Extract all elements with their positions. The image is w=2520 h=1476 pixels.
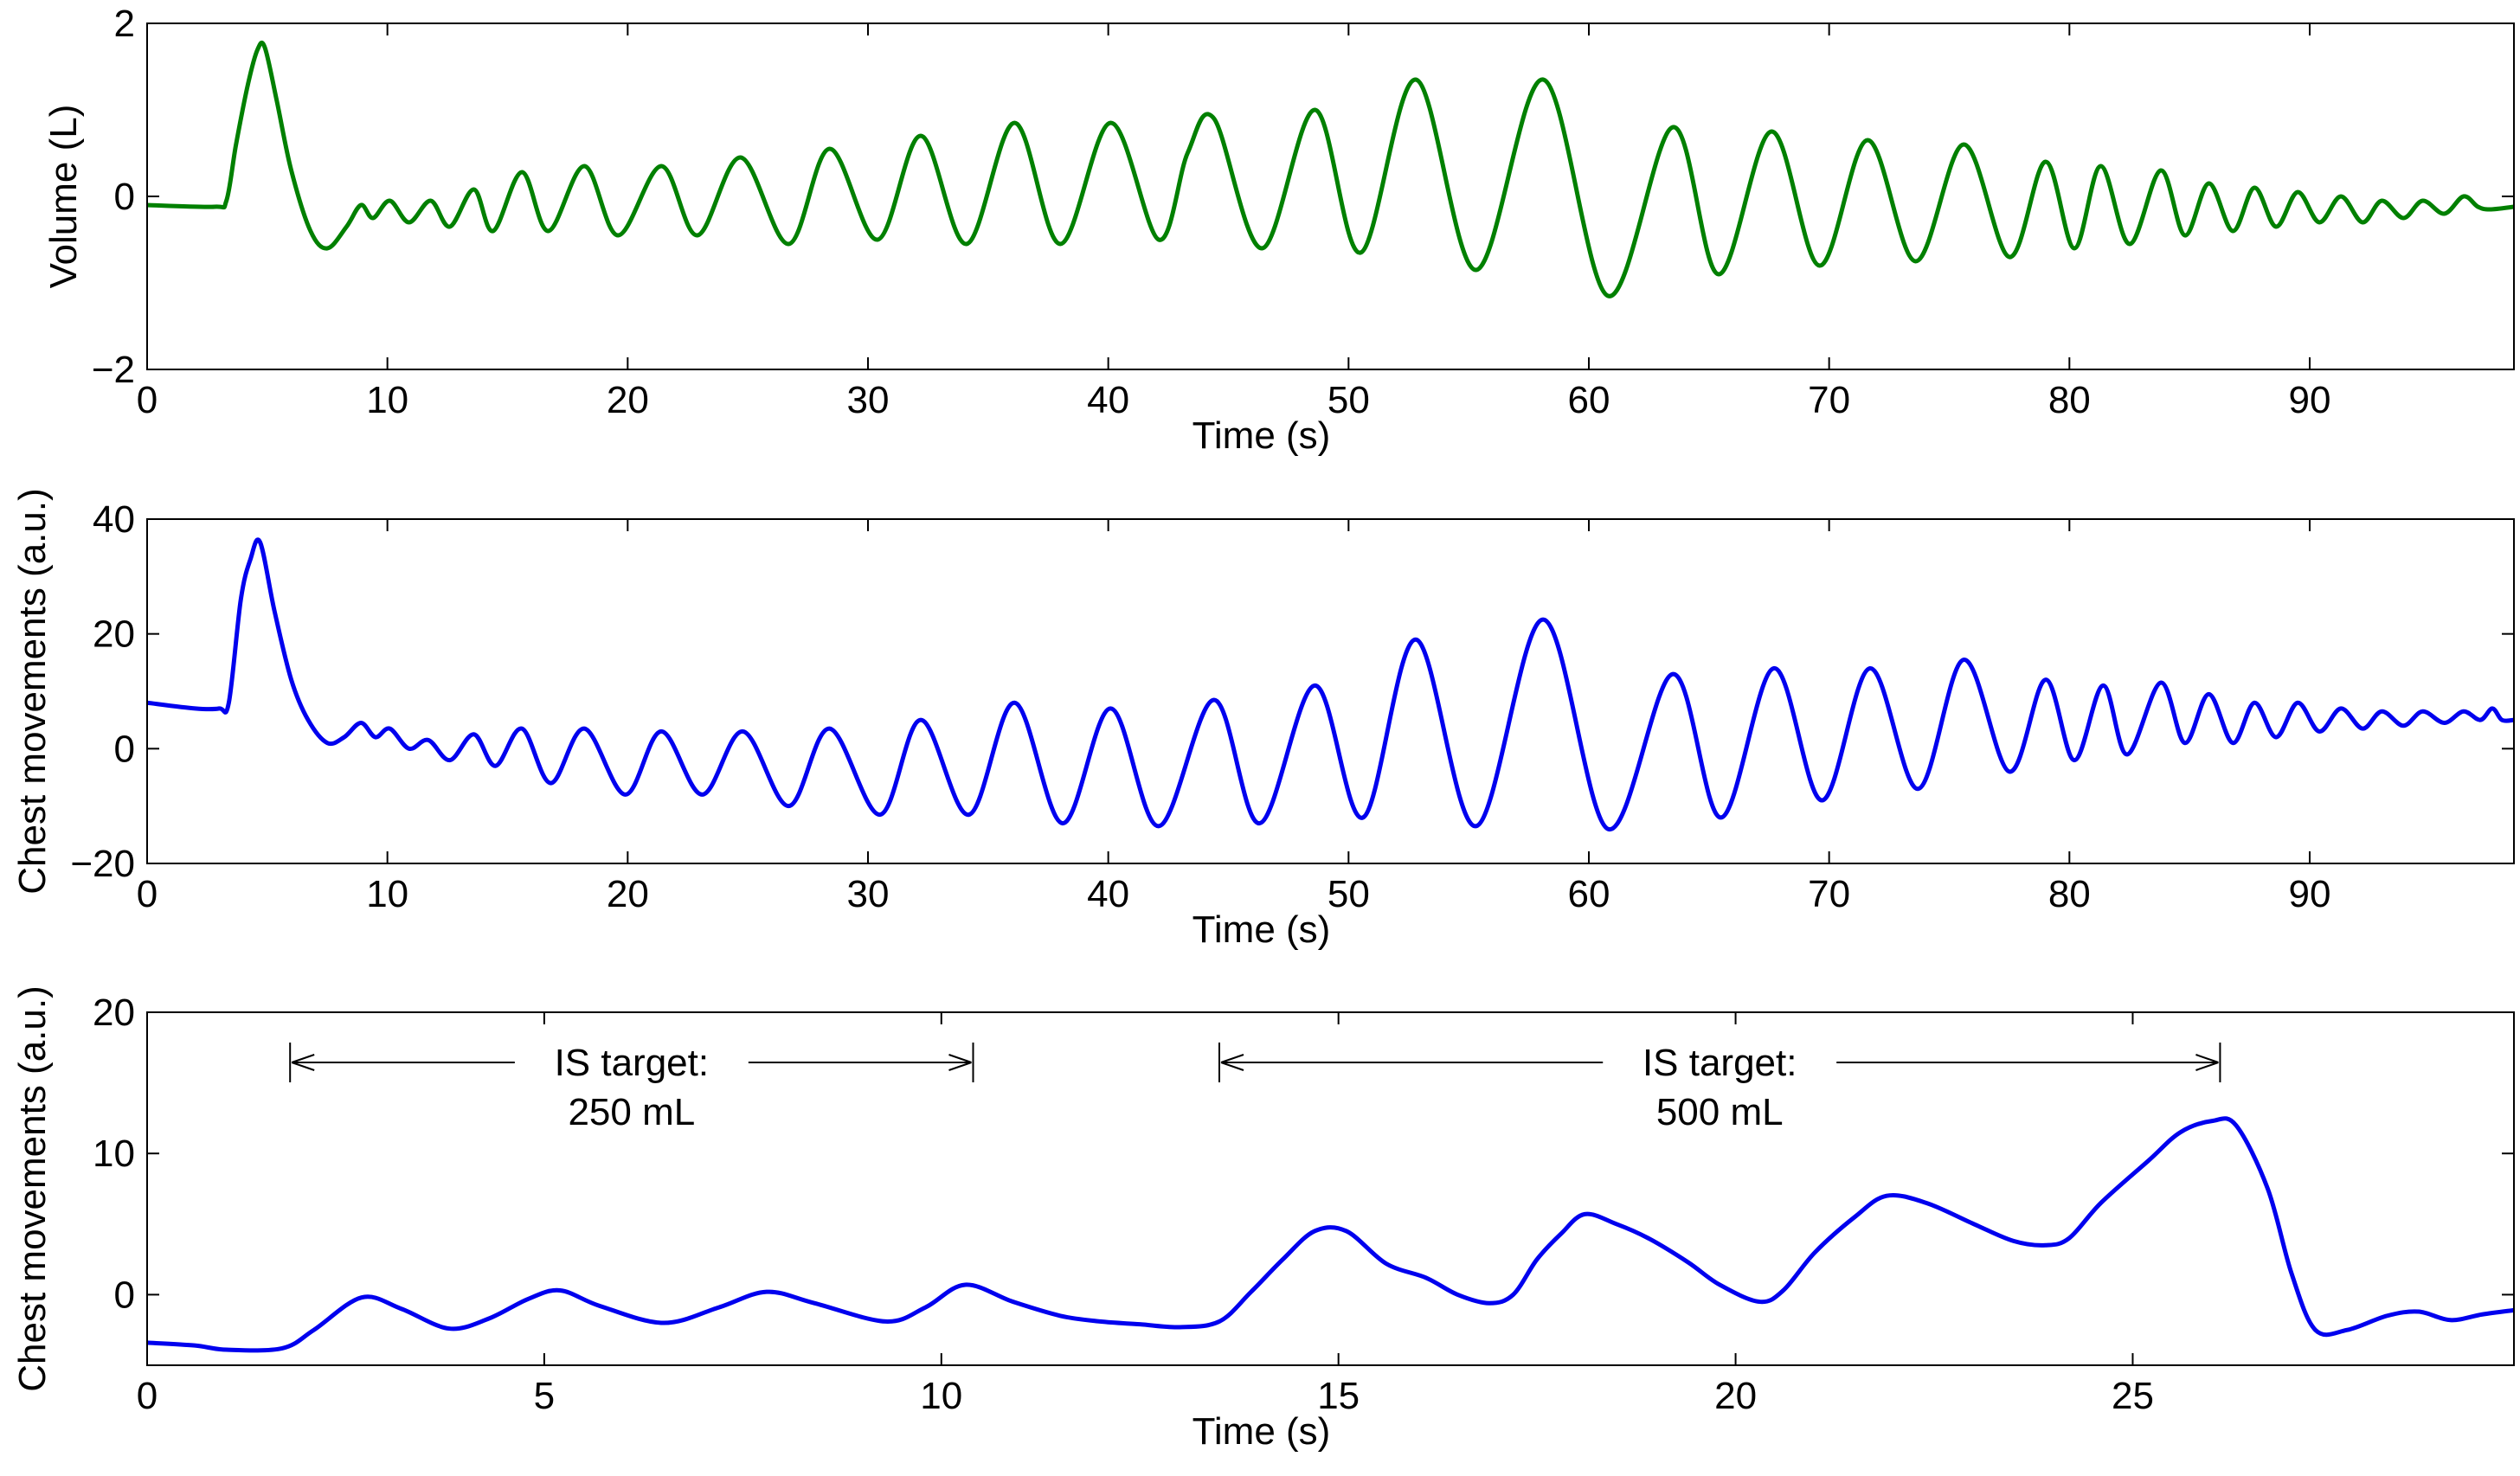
series-line-chest-movements <box>147 537 2514 831</box>
annotation-line2: 250 mL <box>568 1091 695 1133</box>
x-tick-label: 15 <box>1317 1375 1360 1417</box>
x-tick-label: 60 <box>1568 379 1610 421</box>
y-axis-label: Chest movements (a.u.) <box>11 488 54 895</box>
x-tick-label: 90 <box>2289 873 2331 915</box>
x-tick-label: 30 <box>847 379 890 421</box>
x-tick-label: 50 <box>1328 873 1370 915</box>
axes-frame <box>146 1011 2515 1366</box>
x-axis-label: Time (s) <box>1192 1410 1331 1453</box>
annotation-line1: IS target: <box>1642 1042 1797 1084</box>
x-tick-label: 40 <box>1087 873 1129 915</box>
x-tick-label: 60 <box>1568 873 1610 915</box>
x-tick-label: 40 <box>1087 379 1129 421</box>
y-tick-label: 2 <box>114 3 135 45</box>
x-tick-label: 10 <box>366 873 408 915</box>
x-tick-label: 50 <box>1328 379 1370 421</box>
x-tick-label: 10 <box>366 379 408 421</box>
x-tick-label: 80 <box>2048 873 2091 915</box>
x-tick-label: 5 <box>534 1375 555 1417</box>
series-line-volume <box>147 40 2514 298</box>
x-tick-label: 20 <box>607 873 649 915</box>
y-axis-label: Chest movements (a.u.) <box>11 985 54 1392</box>
x-tick-label: 80 <box>2048 379 2091 421</box>
arrowhead-left <box>291 1054 315 1071</box>
x-tick-label: 25 <box>2112 1375 2154 1417</box>
y-tick-label: 20 <box>93 613 135 656</box>
x-tick-label: 0 <box>137 379 158 421</box>
series-line-chest-movements <box>147 1116 2514 1353</box>
x-tick-label: 70 <box>1808 379 1850 421</box>
y-axis-label: Volume (L) <box>42 105 85 289</box>
x-tick-label: 10 <box>920 1375 962 1417</box>
y-tick-label: 10 <box>93 1133 135 1175</box>
annotation-line2: 500 mL <box>1656 1091 1784 1133</box>
x-tick-label: 20 <box>607 379 649 421</box>
y-tick-label: 20 <box>93 991 135 1034</box>
y-tick-label: 0 <box>114 728 135 770</box>
annotation-is-target-2: IS target: 500 mL <box>1218 1042 2221 1133</box>
annotation-is-target-1: IS target: 250 mL <box>289 1042 974 1133</box>
y-tick-label: 0 <box>114 1274 135 1316</box>
x-tick-label: 70 <box>1808 873 1850 915</box>
x-tick-label: 90 <box>2289 379 2331 421</box>
y-tick-label: 40 <box>93 498 135 541</box>
x-tick-label: 30 <box>847 873 890 915</box>
arrowhead-left <box>1220 1054 1244 1071</box>
arrowhead-right <box>2195 1054 2219 1071</box>
x-axis-label: Time (s) <box>1192 908 1331 951</box>
x-tick-label: 20 <box>1714 1375 1757 1417</box>
annotation-line1: IS target: <box>555 1042 710 1084</box>
axes-frame <box>146 518 2515 864</box>
arrowhead-right <box>948 1054 972 1071</box>
y-tick-label: −2 <box>92 349 135 391</box>
x-axis-label: Time (s) <box>1192 414 1331 457</box>
x-tick-label: 0 <box>137 873 158 915</box>
x-tick-label: 0 <box>137 1375 158 1417</box>
chart-panel-3: 0 5 10 15 20 25 0 10 20 Time (s) Chest movements (… <box>11 985 2515 1453</box>
y-tick-label: −20 <box>70 843 135 885</box>
axes-frame <box>146 22 2515 370</box>
y-tick-label: 0 <box>114 176 135 218</box>
